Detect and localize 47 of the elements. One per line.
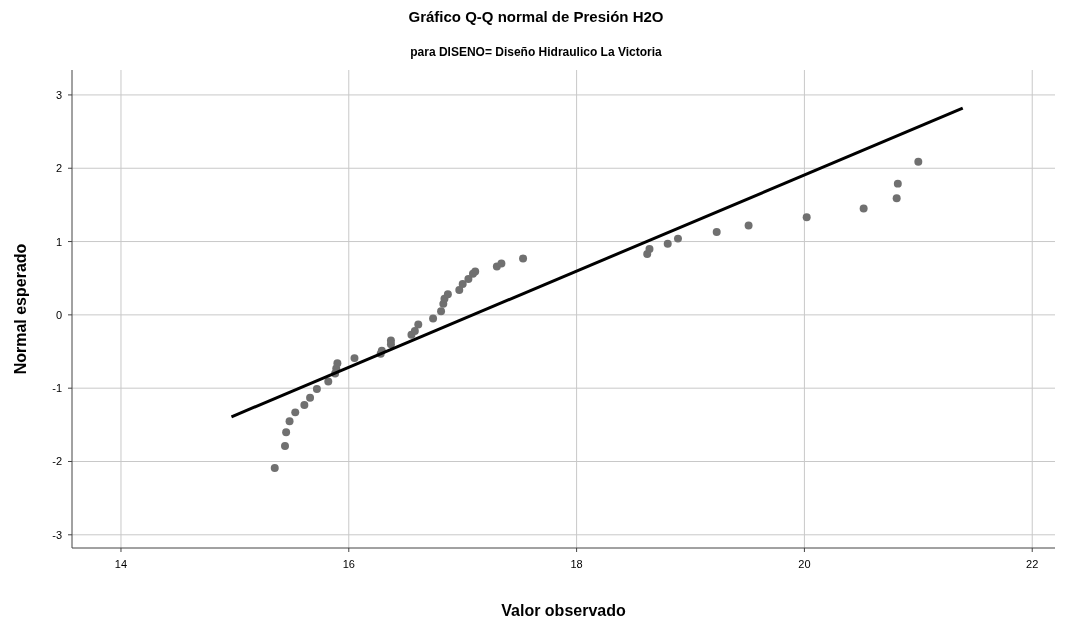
point — [414, 320, 423, 329]
point — [893, 179, 902, 188]
point — [270, 464, 279, 473]
point — [282, 428, 291, 437]
chart-subtitle: para DISENO= Diseño Hidraulico La Victoria — [410, 45, 663, 59]
point — [455, 285, 464, 294]
point — [324, 377, 333, 386]
x-tick-label: 20 — [798, 558, 811, 570]
y-tick-label: 0 — [55, 308, 62, 321]
point — [291, 408, 300, 417]
point — [802, 213, 811, 222]
point — [744, 221, 753, 230]
point — [645, 244, 654, 253]
point — [712, 228, 721, 236]
point — [429, 314, 438, 323]
x-axis-title: Valor observado — [501, 602, 626, 619]
point — [312, 384, 321, 393]
x-tick-label: 14 — [114, 558, 128, 570]
x-tick-label: 18 — [570, 558, 583, 570]
point — [350, 354, 359, 363]
point — [333, 359, 342, 368]
y-tick-label: 1 — [55, 235, 62, 248]
point — [300, 401, 309, 410]
y-tick-label: -2 — [52, 455, 62, 468]
point — [443, 290, 452, 299]
point — [519, 254, 528, 263]
point — [458, 280, 467, 289]
point — [281, 442, 289, 451]
y-tick-label: 3 — [55, 88, 62, 101]
y-tick-label: -3 — [52, 528, 62, 541]
point — [859, 204, 868, 213]
point — [663, 239, 672, 248]
point — [285, 417, 294, 426]
point — [437, 307, 446, 316]
point — [306, 393, 315, 402]
point — [914, 157, 923, 166]
y-tick-label: -1 — [52, 382, 62, 395]
point — [673, 234, 682, 243]
point — [410, 327, 419, 335]
x-tick-label: 22 — [1026, 558, 1039, 570]
point — [892, 194, 901, 203]
point — [464, 274, 473, 283]
chart-title: Gráfico Q-Q normal de Presión H2O — [408, 8, 664, 25]
y-tick-label: 2 — [55, 162, 62, 175]
point — [497, 259, 506, 268]
y-axis-title: Normal esperado — [12, 243, 29, 375]
x-tick-label: 16 — [342, 558, 355, 570]
